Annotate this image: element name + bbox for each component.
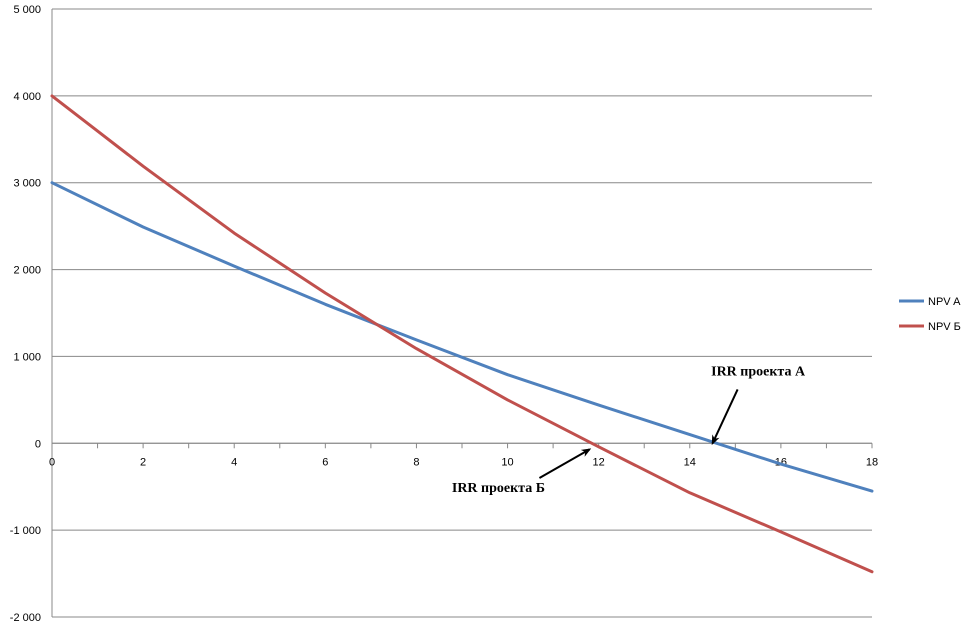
grid-lines xyxy=(52,8,872,618)
y-tick-label: 1 000 xyxy=(13,351,41,363)
series-line-npv-a xyxy=(50,181,874,493)
x-tick-label: 8 xyxy=(413,456,419,468)
x-tick-label: 4 xyxy=(231,456,237,468)
axes xyxy=(51,9,873,617)
annotation-arrow xyxy=(711,389,739,446)
series-line-npv-b xyxy=(50,94,874,574)
x-tick-label: 14 xyxy=(684,456,696,468)
y-axis-ticks: -2 000 -1 000 0 1 000 2 000 3 000 4 000 5 000 xyxy=(10,4,41,624)
x-tick-label: 0 xyxy=(49,456,55,468)
y-tick-label: 2 000 xyxy=(13,265,41,277)
y-tick-label: -1 000 xyxy=(10,525,41,537)
x-axis-ticks: 0 2 4 6 8 10 12 14 16 18 xyxy=(49,456,878,468)
y-tick-label: 3 000 xyxy=(13,178,41,190)
series-lines xyxy=(50,94,874,574)
y-tick-label: 4 000 xyxy=(13,91,41,103)
y-tick-label: 0 xyxy=(35,438,41,450)
x-tick-label: 6 xyxy=(322,456,328,468)
annotation-label: IRR проекта А xyxy=(711,365,806,380)
x-tick-label: 2 xyxy=(140,456,146,468)
x-tick-label: 10 xyxy=(501,456,513,468)
annotations: IRR проекта А IRR проекта Б xyxy=(452,365,806,496)
legend: NPV A NPV Б xyxy=(899,296,961,333)
x-tick-label: 18 xyxy=(866,456,878,468)
x-tick-label: 12 xyxy=(593,456,605,468)
annotation-arrow xyxy=(538,448,592,479)
legend-label: NPV A xyxy=(928,296,961,308)
y-tick-label: 5 000 xyxy=(13,4,41,16)
annotation-label: IRR проекта Б xyxy=(452,481,545,496)
legend-label: NPV Б xyxy=(928,321,961,333)
y-tick-label: -2 000 xyxy=(10,612,41,624)
